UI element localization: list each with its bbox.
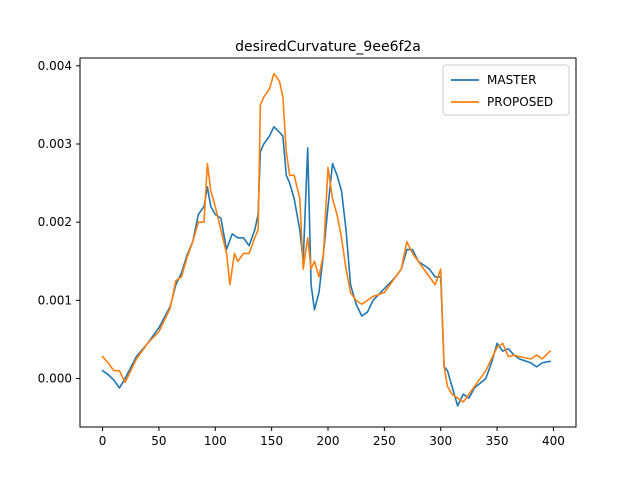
y-tick-label: 0.002 bbox=[38, 215, 72, 229]
x-tick-label: 150 bbox=[260, 434, 283, 448]
x-tick-label: 200 bbox=[317, 434, 340, 448]
x-tick-label: 350 bbox=[486, 434, 509, 448]
y-axis: 0.000 0.001 0.002 0.003 0.004 bbox=[38, 59, 80, 386]
legend-label-proposed: PROPOSED bbox=[487, 95, 553, 109]
legend-label-master: MASTER bbox=[487, 73, 536, 87]
y-tick-label: 0.000 bbox=[38, 372, 72, 386]
legend: MASTER PROPOSED bbox=[442, 64, 570, 116]
y-tick-label: 0.004 bbox=[38, 59, 72, 73]
x-axis: 0 50 100 150 200 250 300 350 400 bbox=[99, 427, 565, 448]
series-line-proposed bbox=[101, 72, 552, 403]
y-tick-label: 0.001 bbox=[38, 293, 72, 307]
x-tick-label: 0 bbox=[99, 434, 107, 448]
x-tick-label: 100 bbox=[204, 434, 227, 448]
x-tick-label: 400 bbox=[542, 434, 565, 448]
x-tick-label: 50 bbox=[151, 434, 166, 448]
chart-title: desiredCurvature_9ee6f2a bbox=[235, 39, 421, 55]
x-tick-label: 300 bbox=[429, 434, 452, 448]
x-tick-label: 250 bbox=[373, 434, 396, 448]
series-line-master bbox=[101, 126, 552, 407]
y-tick-label: 0.003 bbox=[38, 137, 72, 151]
series-layer bbox=[101, 72, 552, 407]
